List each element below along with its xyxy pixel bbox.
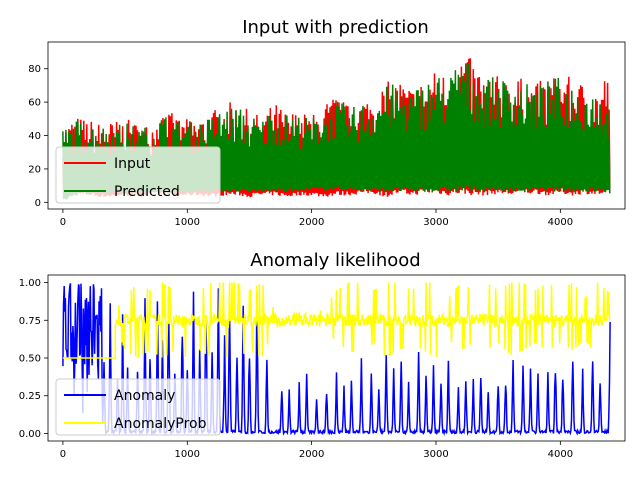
y-tick-label: 80	[28, 64, 41, 75]
chart-title: Anomaly likelihood	[250, 250, 420, 271]
y-tick-label: 60	[28, 98, 41, 109]
x-tick-label: 1000	[175, 449, 200, 460]
axis-ticks: 0 1000 2000 3000 4000 0.00 0.25 0.50 0.75 1.00	[19, 278, 573, 460]
y-tick-label: 40	[28, 131, 41, 142]
x-tick-label: 4000	[548, 217, 573, 228]
legend-box	[55, 378, 221, 436]
plot-frame	[47, 41, 626, 210]
x-tick-label: 3000	[423, 217, 448, 228]
x-tick-label: 2000	[299, 449, 324, 460]
x-tick-label: 0	[60, 217, 66, 228]
x-tick-label: 3000	[423, 449, 448, 460]
legend-box	[55, 146, 221, 204]
y-tick-label: 1.00	[19, 278, 41, 289]
anomaly-likelihood-chart: Anomaly likelihood 0 1000 2000 3000 4000 0.00…	[19, 250, 626, 460]
legend-label: AnomalyProb	[114, 416, 207, 432]
y-tick-label: 0	[35, 198, 41, 209]
axis-ticks: 0 1000 2000 3000 4000 0 20 40 60 80	[28, 64, 573, 228]
legend: Anomaly AnomalyProb	[55, 378, 221, 436]
x-tick-label: 0	[60, 449, 66, 460]
legend-label: Predicted	[114, 184, 180, 200]
x-tick-label: 4000	[548, 449, 573, 460]
x-tick-label: 2000	[299, 217, 324, 228]
y-tick-label: 20	[28, 164, 41, 175]
x-tick-label: 1000	[175, 217, 200, 228]
legend: Input Predicted	[55, 146, 221, 204]
series-line-anomalyprob	[62, 282, 611, 359]
legend-label: Anomaly	[114, 388, 175, 404]
y-tick-label: 0.50	[19, 354, 41, 365]
y-tick-label: 0.00	[19, 429, 41, 440]
y-tick-label: 0.75	[19, 316, 41, 327]
y-tick-label: 0.25	[19, 391, 41, 402]
input-prediction-chart: Input with prediction 0 1000 2000 3000 40000…	[28, 17, 626, 228]
legend-label: Input	[114, 156, 151, 172]
chart-title: Input with prediction	[242, 17, 429, 38]
